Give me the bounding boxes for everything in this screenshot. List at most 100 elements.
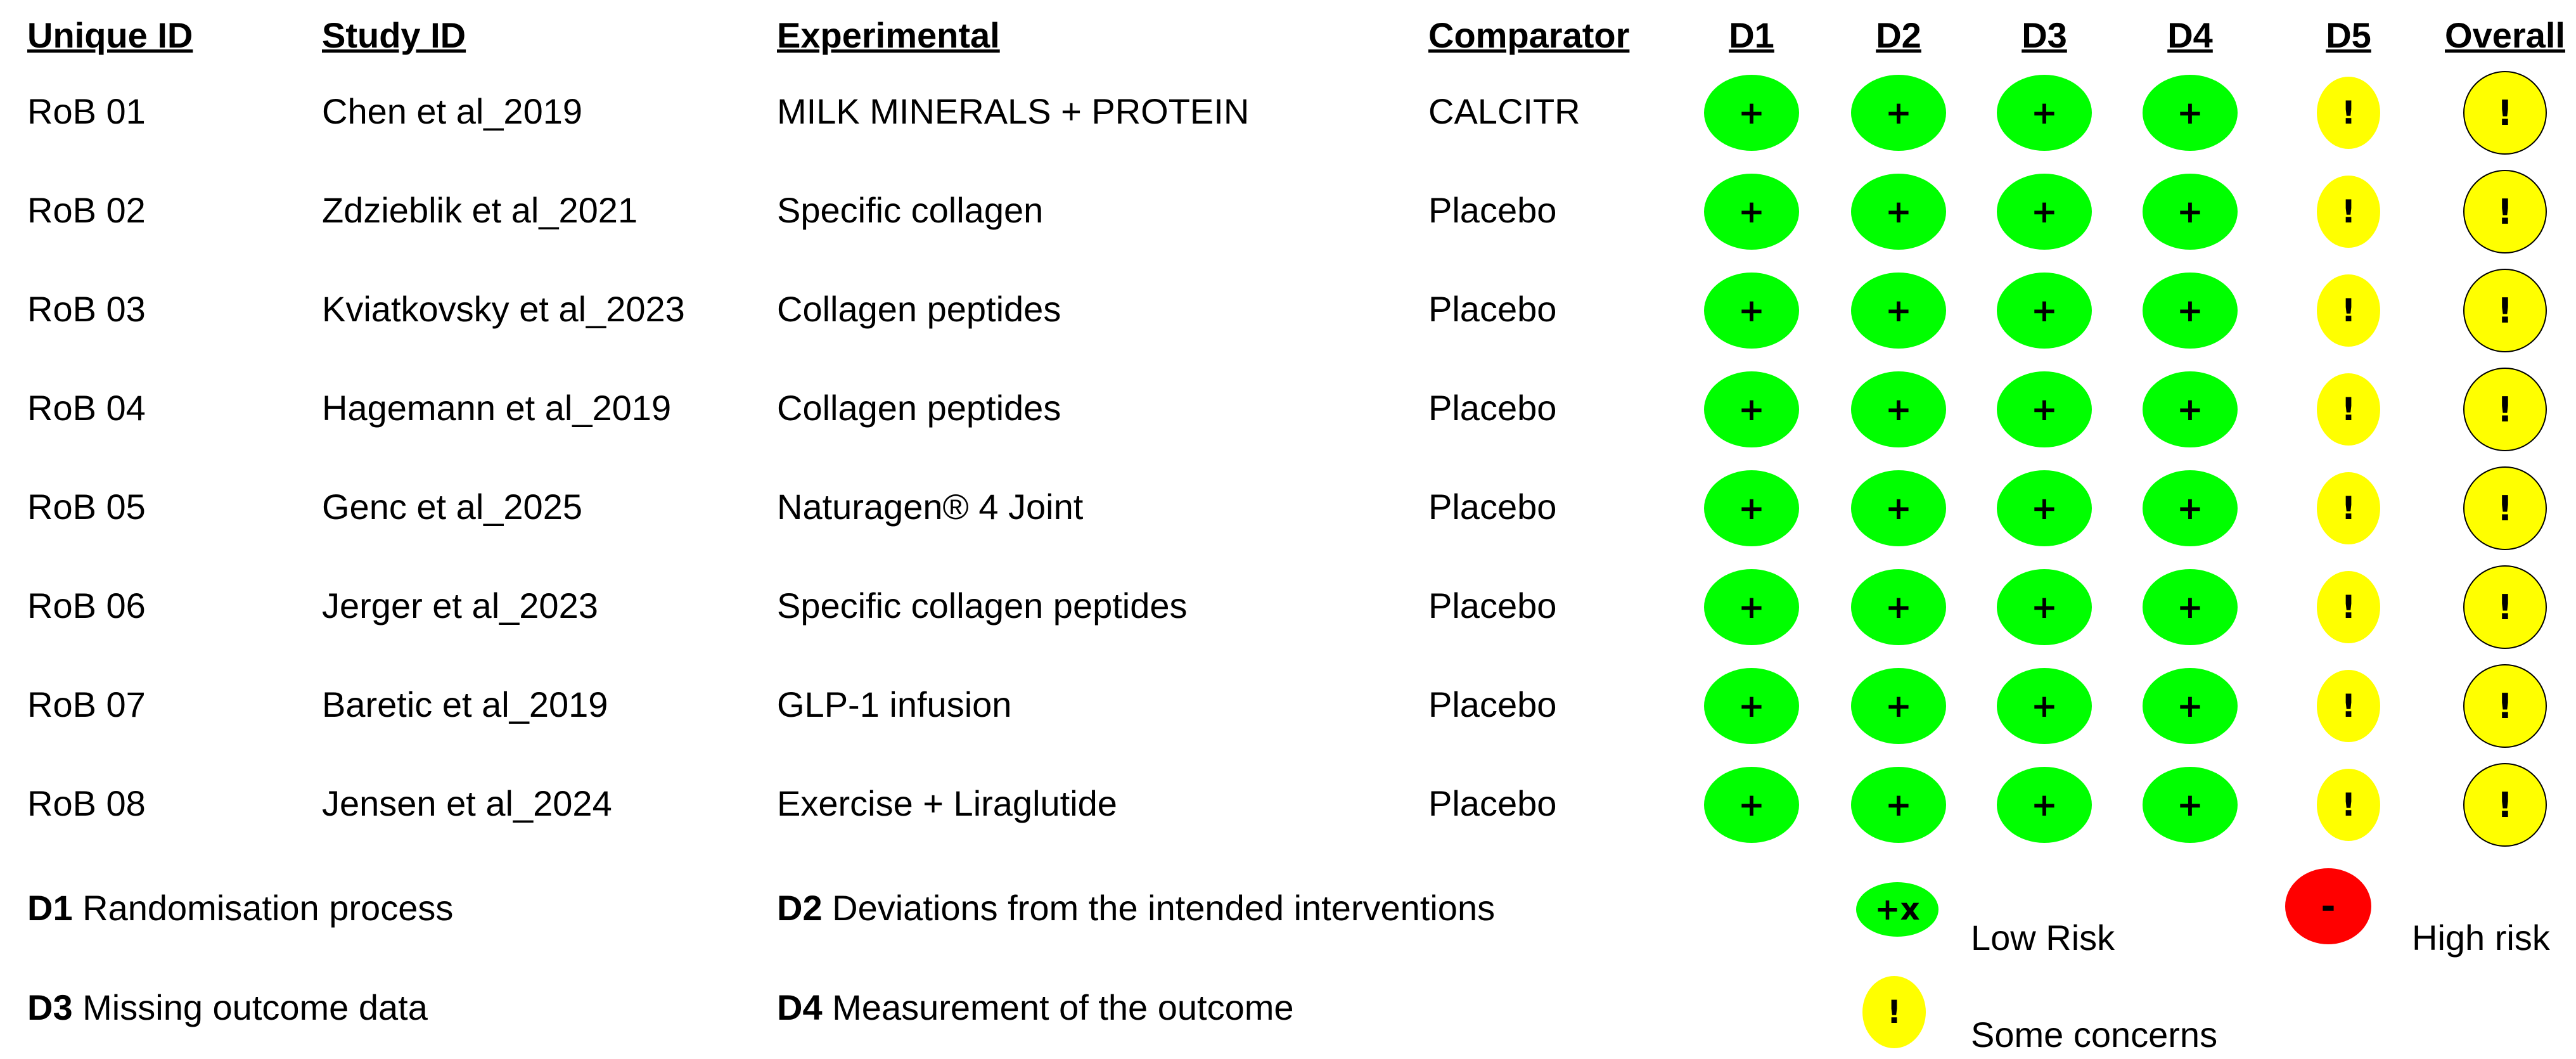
cell-experimental: GLP-1 infusion: [777, 684, 1012, 724]
legend-d2: D2 Deviations from the intended interven…: [777, 890, 1495, 926]
cell-comparator: Placebo: [1428, 487, 1557, 527]
legend-d2-text: Deviations from the intended interventio…: [832, 888, 1496, 928]
judgement-d1: +: [1704, 75, 1799, 151]
judgement-d2: +: [1851, 767, 1946, 843]
cell-unique-id: RoB 04: [27, 388, 146, 428]
judgement-d5: !: [2317, 571, 2380, 643]
judgement-d5: !: [2317, 274, 2380, 347]
header-d4: D4: [2167, 15, 2213, 55]
judgement-d2: +: [1851, 569, 1946, 645]
judgement-d1: +: [1704, 273, 1799, 349]
legend-some-concerns-label: Some concerns: [1971, 1015, 2218, 1055]
cell-comparator: Placebo: [1428, 586, 1557, 626]
judgement-d3: +: [1997, 668, 2092, 744]
cell-study-id: Hagemann et al_2019: [322, 388, 672, 428]
legend-low-risk-icon: +x: [1856, 882, 1938, 937]
cell-unique-id: RoB 05: [27, 487, 146, 527]
cell-study-id: Chen et al_2019: [322, 91, 583, 131]
judgement-d4: +: [2143, 767, 2238, 843]
cell-comparator: Placebo: [1428, 388, 1557, 428]
cell-comparator: Placebo: [1428, 783, 1557, 823]
legend-d3-text: Missing outcome data: [82, 987, 428, 1027]
cell-experimental: MILK MINERALS + PROTEIN: [777, 91, 1250, 131]
header-study-id: Study ID: [322, 15, 466, 55]
judgement-d3: +: [1997, 470, 2092, 546]
judgement-d3: +: [1997, 569, 2092, 645]
judgement-d1: +: [1704, 569, 1799, 645]
judgement-d2: +: [1851, 75, 1946, 151]
judgement-d4: +: [2143, 470, 2238, 546]
judgement-d2: +: [1851, 668, 1946, 744]
judgement-overall: !: [2463, 763, 2547, 847]
legend-high-risk-label: High risk: [2412, 918, 2550, 958]
cell-comparator: Placebo: [1428, 190, 1557, 230]
legend-d1-code: D1: [27, 888, 73, 928]
cell-study-id: Jensen et al_2024: [322, 783, 612, 823]
cell-comparator: Placebo: [1428, 684, 1557, 724]
judgement-overall: !: [2463, 466, 2547, 550]
header-comparator: Comparator: [1428, 15, 1630, 55]
judgement-d1: +: [1704, 174, 1799, 250]
judgement-d2: +: [1851, 273, 1946, 349]
judgement-overall: !: [2463, 368, 2547, 451]
judgement-d4: +: [2143, 569, 2238, 645]
judgement-d5: !: [2317, 472, 2380, 544]
judgement-d1: +: [1704, 668, 1799, 744]
judgement-d3: +: [1997, 75, 2092, 151]
cell-unique-id: RoB 06: [27, 586, 146, 626]
legend-d4-code: D4: [777, 987, 823, 1027]
header-d3: D3: [2022, 15, 2067, 55]
header-d5: D5: [2326, 15, 2371, 55]
judgement-d3: +: [1997, 767, 2092, 843]
cell-experimental: Exercise + Liraglutide: [777, 783, 1117, 823]
cell-experimental: Specific collagen peptides: [777, 586, 1188, 626]
legend-d1: D1 Randomisation process: [27, 890, 453, 926]
judgement-d5: !: [2317, 77, 2380, 149]
judgement-d5: !: [2317, 176, 2380, 248]
cell-comparator: Placebo: [1428, 289, 1557, 329]
header-overall: Overall: [2445, 15, 2565, 55]
legend-d3: D3 Missing outcome data: [27, 990, 428, 1025]
judgement-overall: !: [2463, 664, 2547, 748]
legend-d1-text: Randomisation process: [82, 888, 454, 928]
legend-d4-text: Measurement of the outcome: [832, 987, 1294, 1027]
cell-study-id: Kviatkovsky et al_2023: [322, 289, 685, 329]
judgement-d5: !: [2317, 373, 2380, 446]
legend-high-risk-icon: -: [2285, 868, 2371, 944]
judgement-d2: +: [1851, 371, 1946, 447]
cell-unique-id: RoB 02: [27, 190, 146, 230]
judgement-d4: +: [2143, 174, 2238, 250]
cell-study-id: Genc et al_2025: [322, 487, 582, 527]
cell-unique-id: RoB 01: [27, 91, 146, 131]
legend-d3-code: D3: [27, 987, 73, 1027]
judgement-d3: +: [1997, 371, 2092, 447]
judgement-d5: !: [2317, 769, 2380, 841]
header-d2: D2: [1876, 15, 1921, 55]
cell-study-id: Baretic et al_2019: [322, 684, 608, 724]
cell-unique-id: RoB 03: [27, 289, 146, 329]
judgement-d2: +: [1851, 174, 1946, 250]
cell-experimental: Collagen peptides: [777, 289, 1061, 329]
cell-comparator: CALCITR: [1428, 91, 1580, 131]
header-experimental: Experimental: [777, 15, 1000, 55]
judgement-d1: +: [1704, 371, 1799, 447]
cell-study-id: Zdzieblik et al_2021: [322, 190, 638, 230]
judgement-d3: +: [1997, 174, 2092, 250]
judgement-overall: !: [2463, 269, 2547, 352]
judgement-overall: !: [2463, 565, 2547, 649]
judgement-d3: +: [1997, 273, 2092, 349]
judgement-overall: !: [2463, 170, 2547, 254]
legend-d4: D4 Measurement of the outcome: [777, 990, 1294, 1025]
legend-d2-code: D2: [777, 888, 823, 928]
cell-experimental: Specific collagen: [777, 190, 1044, 230]
cell-unique-id: RoB 08: [27, 783, 146, 823]
judgement-overall: !: [2463, 71, 2547, 155]
judgement-d4: +: [2143, 668, 2238, 744]
judgement-d4: +: [2143, 75, 2238, 151]
judgement-d5: !: [2317, 670, 2380, 742]
judgement-d1: +: [1704, 767, 1799, 843]
header-d1: D1: [1729, 15, 1774, 55]
cell-experimental: Naturagen® 4 Joint: [777, 487, 1084, 527]
header-unique-id: Unique ID: [27, 15, 193, 55]
cell-experimental: Collagen peptides: [777, 388, 1061, 428]
